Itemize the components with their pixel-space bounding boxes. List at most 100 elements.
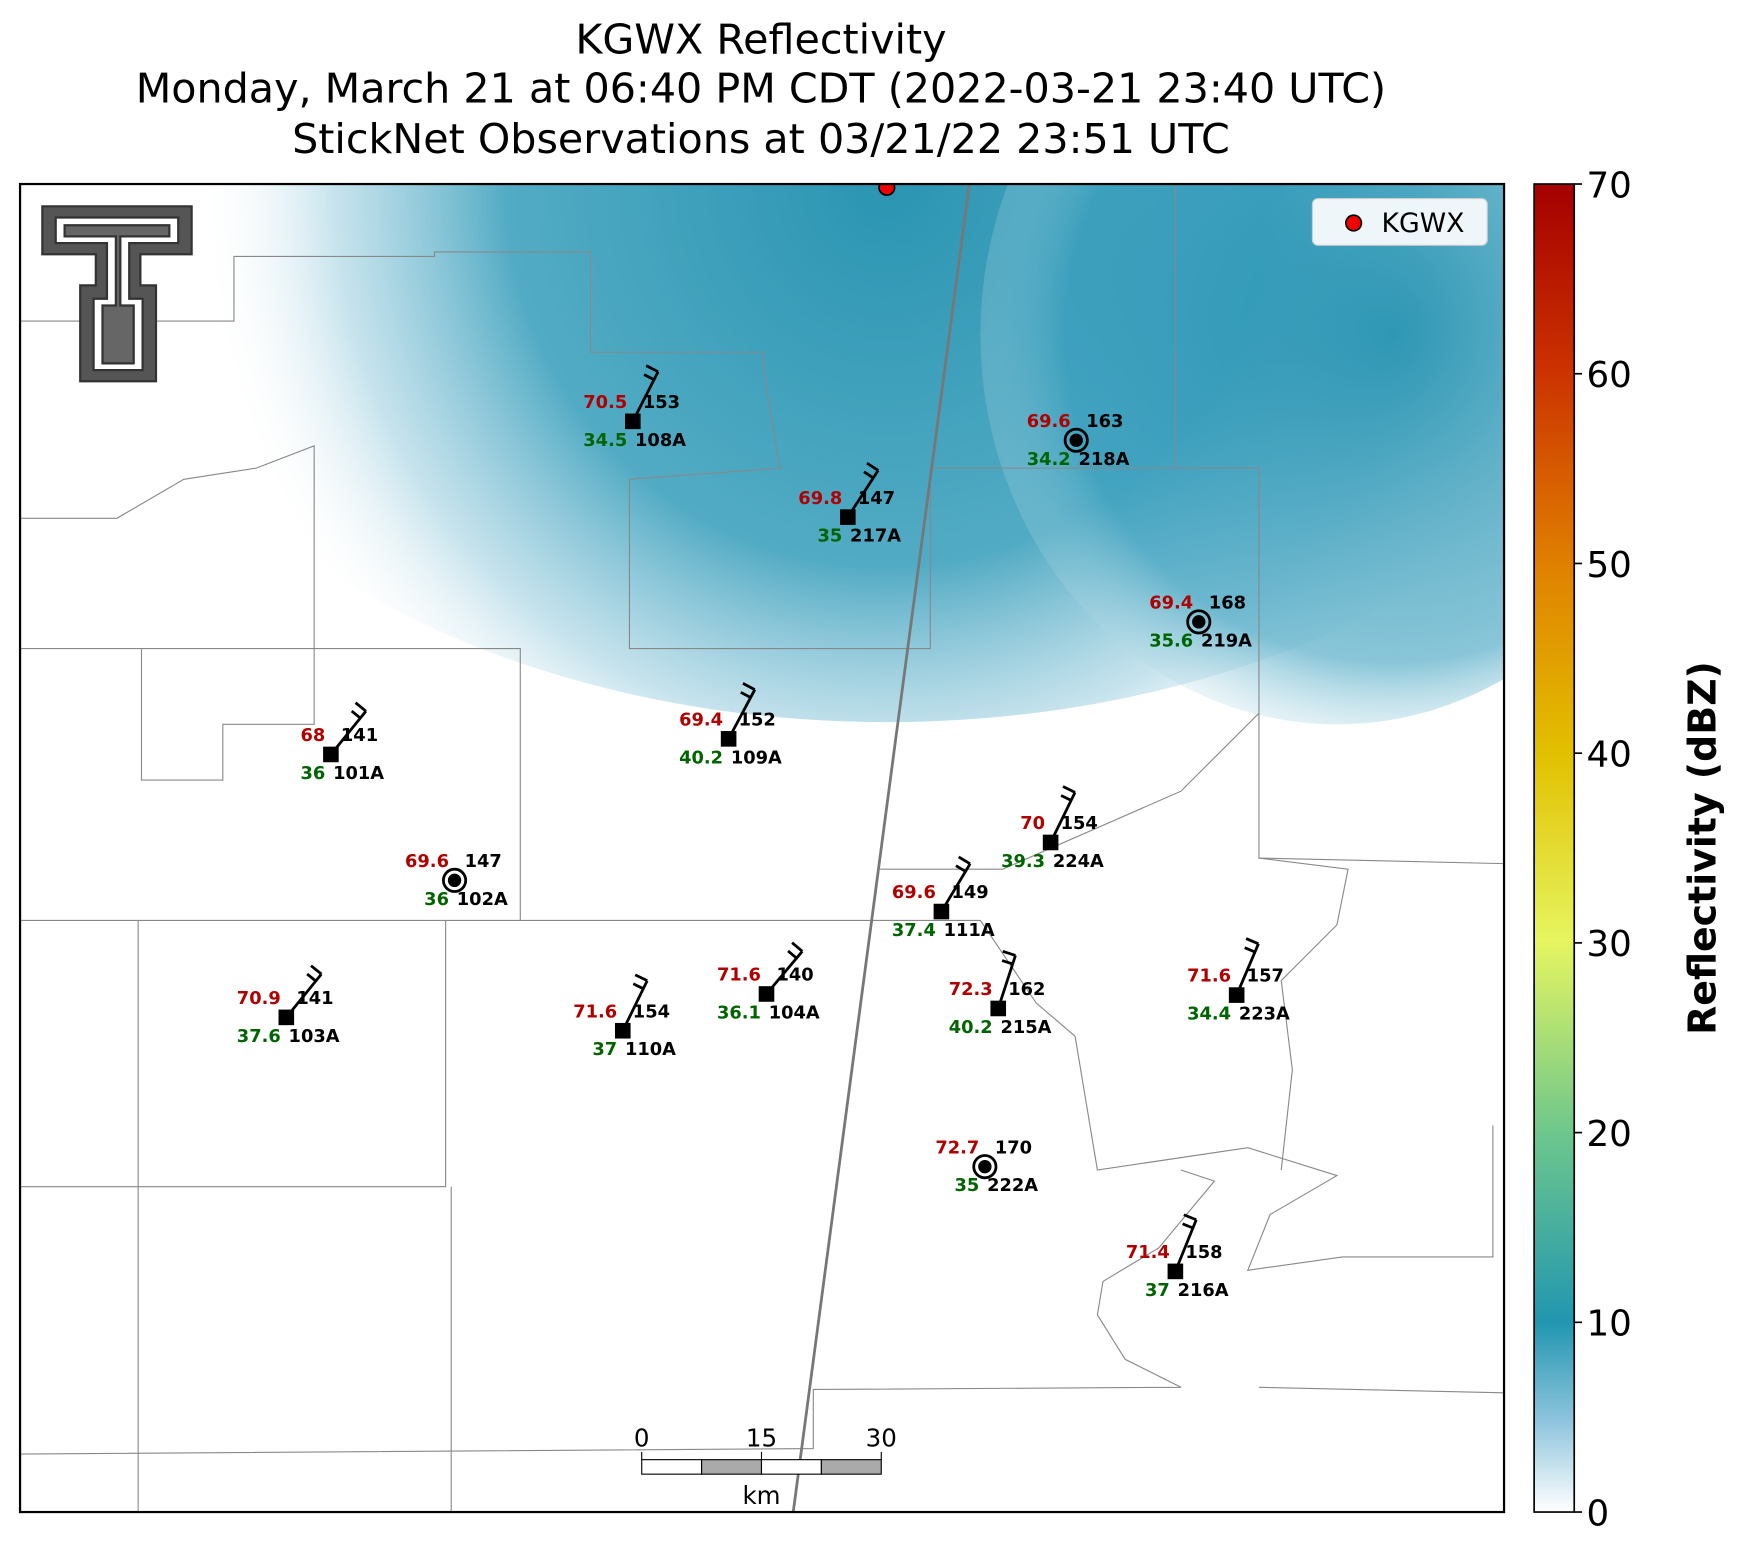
dewpoint: 34.4 <box>1187 1004 1231 1025</box>
scale-segment <box>701 1459 763 1475</box>
station-marker <box>614 1022 631 1039</box>
colorbar <box>1533 183 1576 1513</box>
wind-direction: 162 <box>1008 979 1045 1000</box>
wind-barb <box>1174 1213 1198 1272</box>
station-calm <box>1186 609 1212 635</box>
wind-barb <box>1235 937 1260 996</box>
dewpoint: 36.1 <box>717 1002 761 1023</box>
colorbar-tick-label: 70 <box>1586 165 1631 206</box>
wind-direction: 154 <box>633 1001 670 1022</box>
temperature: 69.6 <box>892 882 936 903</box>
station-id: 101A <box>333 763 384 784</box>
station-id: 222A <box>987 1175 1038 1196</box>
wind-barb <box>996 950 1017 1009</box>
legend: KGWX <box>1311 197 1488 246</box>
wind-direction: 158 <box>1185 1242 1222 1263</box>
scale-segment <box>641 1459 703 1475</box>
station-marker <box>447 873 462 888</box>
legend-box <box>1311 197 1488 246</box>
dewpoint: 35 <box>954 1175 979 1196</box>
scale-segment <box>820 1459 882 1475</box>
dewpoint: 37 <box>1145 1280 1170 1301</box>
colorbar-tick-label: 40 <box>1586 735 1631 776</box>
wind-barb <box>329 701 368 756</box>
ttu-logo <box>41 205 193 383</box>
title-line: KGWX Reflectivity <box>575 16 946 64</box>
temperature: 70.5 <box>583 392 627 413</box>
station-id: 111A <box>944 920 995 941</box>
wind-barb <box>631 364 660 422</box>
station-id: 218A <box>1078 449 1129 470</box>
colorbar-label: Reflectivity (dBZ) <box>1681 661 1725 1035</box>
station-id: 216A <box>1178 1280 1229 1301</box>
dewpoint: 36 <box>301 763 326 784</box>
scale-unit: km <box>742 1481 780 1510</box>
wind-barb <box>940 855 972 913</box>
station-id: 215A <box>1000 1017 1051 1038</box>
wind-direction: 153 <box>643 392 680 413</box>
scale-label: 15 <box>746 1423 777 1452</box>
station-id: 217A <box>850 526 901 547</box>
dewpoint: 40.2 <box>679 747 723 768</box>
station: 71.6 154 37 110A <box>573 973 676 1060</box>
station-calm <box>972 1154 998 1180</box>
temperature: 72.7 <box>935 1137 979 1158</box>
station-id: 102A <box>457 889 508 910</box>
radar-site <box>878 184 896 196</box>
map-area: 70.5 153 34.5 108A 69.6 163 34.2 218A 69.8 147 35 2… <box>20 184 1505 1513</box>
wind-direction: 168 <box>1209 592 1246 613</box>
wind-direction: 141 <box>296 988 333 1009</box>
station: 70.9 141 37.6 103A <box>237 964 340 1047</box>
station-id: 108A <box>635 430 686 451</box>
station: 69.8 147 35 217A <box>798 461 901 547</box>
station-marker <box>978 1159 992 1174</box>
colorbar-tick-label: 50 <box>1586 545 1631 586</box>
dewpoint: 37 <box>592 1039 617 1060</box>
scale-segment <box>760 1459 822 1475</box>
range-line <box>791 184 971 1513</box>
scale-bar: 0 15 30 km <box>634 1423 897 1510</box>
station: 70 154 39.3 224A <box>1001 785 1104 872</box>
station: 69.6 149 37.4 111A <box>892 855 995 941</box>
wind-direction: 163 <box>1086 411 1123 432</box>
legend-label: KGWX <box>1381 208 1464 239</box>
wind-direction: 149 <box>951 882 988 903</box>
station-marker <box>1069 433 1083 447</box>
colorbar-tick-label: 30 <box>1586 924 1631 965</box>
station: 69.4 152 40.2 109A <box>679 682 782 768</box>
dewpoint: 39.3 <box>1001 851 1045 872</box>
colorbar-tick-label: 20 <box>1586 1114 1631 1155</box>
legend-marker <box>1345 214 1363 232</box>
temperature: 70 <box>1020 813 1045 834</box>
dewpoint: 35.6 <box>1149 630 1193 651</box>
dewpoint: 34.5 <box>583 430 627 451</box>
temperature: 68 <box>301 725 326 746</box>
colorbar-tick-label: 10 <box>1586 1304 1631 1345</box>
title-line: Monday, March 21 at 06:40 PM CDT (2022-0… <box>136 65 1386 113</box>
temperature: 69.6 <box>1027 411 1071 432</box>
wind-direction: 141 <box>341 725 378 746</box>
station: 69.6 163 34.2 218A <box>1027 411 1130 470</box>
station-id: 224A <box>1053 851 1104 872</box>
title-line: StickNet Observations at 03/21/22 23:51 … <box>292 115 1230 163</box>
station: 71.4 158 37 216A <box>1126 1213 1229 1301</box>
station: 70.5 153 34.5 108A <box>583 364 686 451</box>
station-marker <box>933 903 950 920</box>
temperature: 72.3 <box>949 979 993 1000</box>
wind-direction: 170 <box>995 1137 1032 1158</box>
station: 69.4 168 35.6 219A <box>1149 592 1252 651</box>
wind-direction: 147 <box>858 488 895 509</box>
wind-direction: 147 <box>465 851 502 872</box>
wind-barb <box>1049 785 1077 844</box>
station: 69.6 147 36 102A <box>405 851 508 910</box>
temperature: 71.6 <box>717 965 761 986</box>
station: 71.6 140 36.1 104A <box>717 941 820 1023</box>
dewpoint: 37.4 <box>892 920 936 941</box>
station-id: 223A <box>1239 1004 1290 1025</box>
station: 68 141 36 101A <box>301 701 384 784</box>
wind-direction: 154 <box>1061 813 1098 834</box>
station-id: 219A <box>1201 630 1252 651</box>
dewpoint: 34.2 <box>1027 449 1071 470</box>
temperature: 69.4 <box>1149 592 1193 613</box>
